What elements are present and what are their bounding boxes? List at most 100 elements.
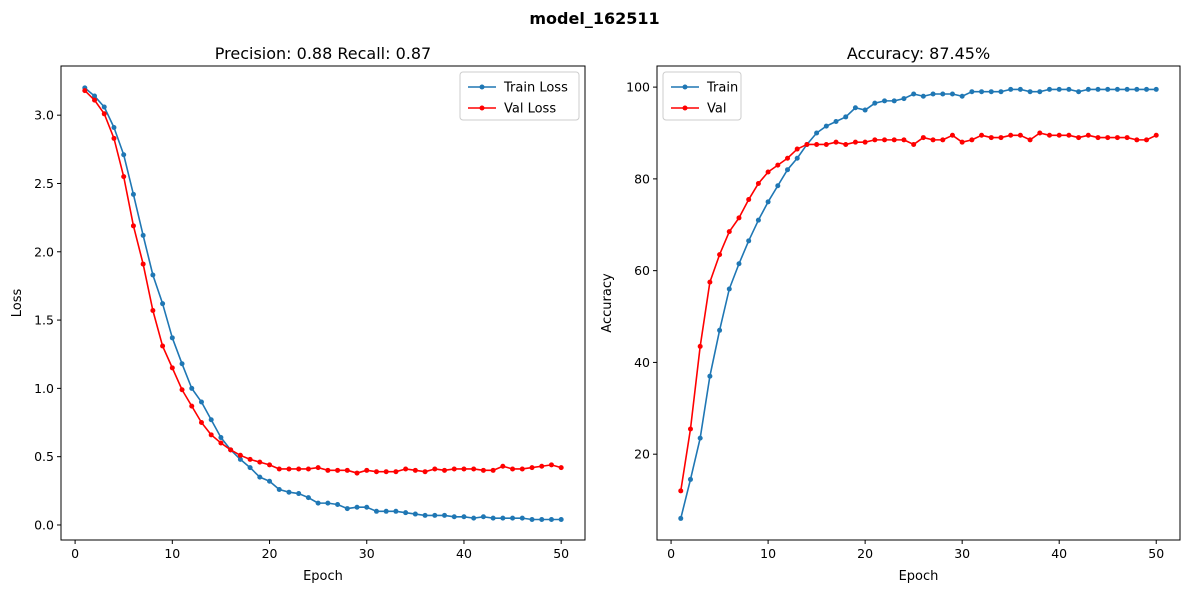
- loss-x-tick-label: 30: [359, 546, 375, 561]
- accuracy-point-val: [775, 162, 781, 168]
- accuracy-point-train: [678, 515, 684, 521]
- loss-point-train-loss: [140, 232, 146, 238]
- loss-legend-label-val-loss: Val Loss: [504, 102, 556, 117]
- loss-point-val-loss: [490, 467, 496, 473]
- accuracy-point-train: [726, 286, 732, 292]
- loss-point-val-loss: [393, 469, 399, 475]
- accuracy-point-val: [833, 139, 839, 145]
- loss-plot-frame: [60, 65, 586, 541]
- loss-y-axis-label: Loss: [10, 289, 25, 318]
- accuracy-point-train: [949, 91, 955, 97]
- loss-point-train-loss: [325, 500, 331, 506]
- loss-point-val-loss: [111, 135, 117, 141]
- accuracy-point-val: [1066, 132, 1072, 138]
- accuracy-point-train: [969, 89, 975, 95]
- accuracy-point-train: [794, 155, 800, 161]
- accuracy-point-train: [1134, 86, 1140, 92]
- accuracy-point-train: [872, 100, 878, 106]
- accuracy-x-tick-label: 40: [1051, 546, 1067, 561]
- accuracy-plot-frame: [656, 65, 1181, 541]
- accuracy-point-val: [1085, 132, 1091, 138]
- accuracy-point-val: [1095, 135, 1101, 141]
- loss-point-val-loss: [422, 469, 428, 475]
- loss-point-train-loss: [305, 495, 311, 501]
- accuracy-point-val: [949, 132, 955, 138]
- figure-suptitle: model_162511: [529, 9, 659, 28]
- accuracy-point-val: [1124, 135, 1130, 141]
- loss-point-train-loss: [500, 515, 506, 521]
- accuracy-point-train: [959, 93, 965, 99]
- accuracy-point-val: [755, 180, 761, 186]
- loss-point-val-loss: [140, 261, 146, 267]
- accuracy-point-train: [755, 217, 761, 223]
- accuracy-x-tick-label: 10: [760, 546, 776, 561]
- loss-series-line-val-loss: [84, 90, 562, 474]
- loss-point-val-loss: [160, 343, 166, 349]
- accuracy-legend: Train Val: [662, 71, 742, 121]
- loss-point-train-loss: [198, 399, 204, 405]
- loss-point-val-loss: [548, 462, 554, 468]
- accuracy-point-train: [998, 89, 1004, 95]
- loss-point-val-loss: [121, 174, 127, 180]
- accuracy-point-val: [979, 132, 985, 138]
- loss-point-val-loss: [471, 466, 477, 472]
- loss-y-tick-label: 1.5: [34, 313, 54, 328]
- accuracy-point-train: [736, 261, 742, 267]
- loss-point-val-loss: [101, 111, 107, 117]
- accuracy-point-val: [687, 426, 693, 432]
- accuracy-point-train: [1066, 86, 1072, 92]
- accuracy-point-val: [1056, 132, 1062, 138]
- loss-chart-title: Precision: 0.88 Recall: 0.87: [215, 44, 431, 63]
- accuracy-y-tick-label: 100: [626, 80, 650, 95]
- accuracy-legend-label-train: Train: [706, 81, 738, 96]
- accuracy-point-train: [979, 89, 985, 95]
- loss-point-train-loss: [510, 515, 516, 521]
- loss-x-axis-label: Epoch: [303, 569, 343, 584]
- accuracy-point-train: [1008, 86, 1014, 92]
- accuracy-point-train: [1095, 86, 1101, 92]
- loss-point-train-loss: [315, 500, 321, 506]
- accuracy-point-val: [785, 155, 791, 161]
- loss-point-train-loss: [364, 504, 370, 510]
- accuracy-point-train: [1037, 89, 1043, 95]
- loss-point-train-loss: [335, 501, 341, 507]
- accuracy-point-val: [1008, 132, 1014, 138]
- loss-point-train-loss: [130, 191, 136, 197]
- loss-point-val-loss: [539, 463, 545, 469]
- loss-point-train-loss: [403, 510, 409, 516]
- loss-point-train-loss: [169, 335, 175, 341]
- accuracy-point-train: [852, 105, 858, 111]
- accuracy-point-val: [998, 135, 1004, 141]
- loss-point-train-loss: [539, 517, 545, 523]
- accuracy-y-tick-label: 80: [634, 171, 650, 186]
- loss-point-val-loss: [529, 465, 535, 471]
- loss-point-train-loss: [461, 514, 467, 520]
- accuracy-point-train: [920, 93, 926, 99]
- accuracy-point-val: [1134, 137, 1140, 143]
- loss-point-train-loss: [92, 93, 98, 99]
- accuracy-point-train: [940, 91, 946, 97]
- accuracy-point-train: [1056, 86, 1062, 92]
- accuracy-point-val: [717, 252, 723, 258]
- accuracy-point-train: [717, 327, 723, 333]
- accuracy-point-val: [1037, 130, 1043, 136]
- loss-point-train-loss: [276, 486, 282, 492]
- accuracy-point-val: [862, 139, 868, 145]
- accuracy-point-val: [911, 141, 917, 147]
- accuracy-point-val: [852, 139, 858, 145]
- accuracy-point-train: [988, 89, 994, 95]
- accuracy-x-tick-label: 20: [857, 546, 873, 561]
- loss-point-train-loss: [422, 512, 428, 518]
- accuracy-point-val: [969, 137, 975, 143]
- loss-point-val-loss: [519, 466, 525, 472]
- loss-y-tick-label: 2.5: [34, 176, 54, 191]
- accuracy-point-train: [814, 130, 820, 136]
- accuracy-point-val: [697, 343, 703, 349]
- accuracy-point-val: [814, 141, 820, 147]
- loss-point-train-loss: [296, 491, 302, 497]
- loss-point-train-loss: [160, 301, 166, 307]
- loss-chart: Precision: 0.88 Recall: 0.87 0 10 20 30 40 50 0…: [10, 44, 586, 584]
- loss-legend-marker-val-loss: [479, 105, 485, 111]
- accuracy-point-train: [930, 91, 936, 97]
- accuracy-point-train: [746, 238, 752, 244]
